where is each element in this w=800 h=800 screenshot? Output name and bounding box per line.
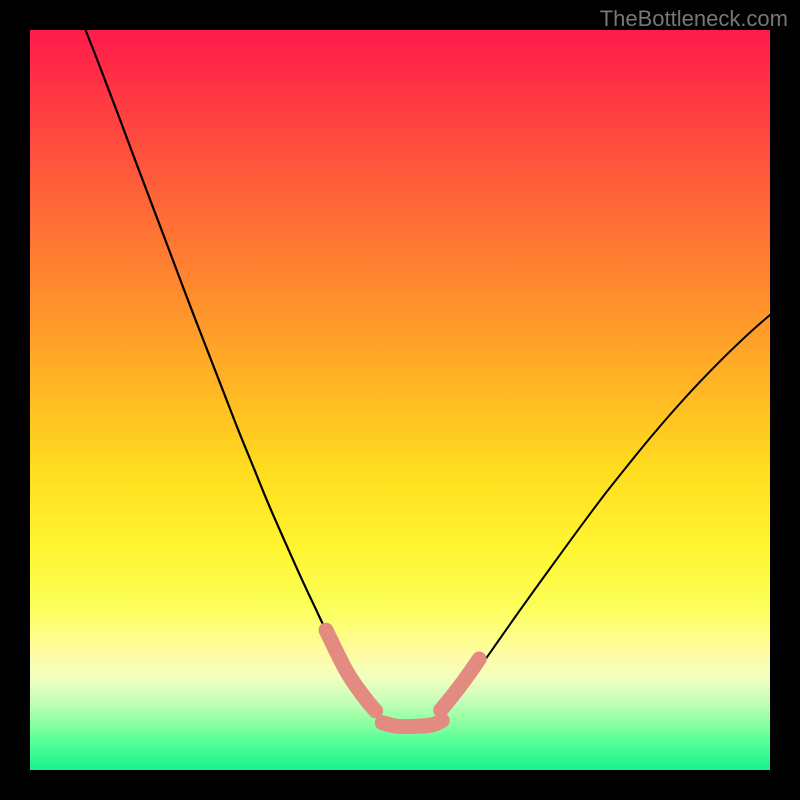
gradient-background [30, 30, 770, 770]
watermark-text: TheBottleneck.com [600, 6, 788, 32]
chart-stage: TheBottleneck.com [0, 0, 800, 800]
bottleneck-curve-chart [30, 30, 770, 770]
marker-segment-1 [382, 720, 442, 726]
